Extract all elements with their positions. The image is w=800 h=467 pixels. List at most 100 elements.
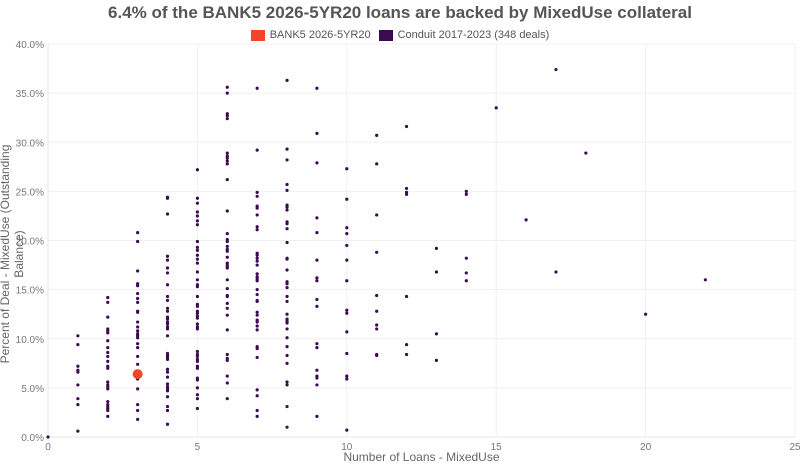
data-point[interactable]	[315, 276, 319, 280]
data-point[interactable]	[225, 306, 229, 310]
data-point[interactable]	[255, 320, 259, 324]
data-point[interactable]	[165, 327, 170, 331]
data-point[interactable]	[195, 366, 199, 370]
data-point[interactable]	[255, 148, 259, 152]
data-point[interactable]	[195, 239, 199, 244]
data-point[interactable]	[255, 263, 259, 267]
data-point[interactable]	[255, 408, 259, 413]
data-point[interactable]	[165, 404, 170, 409]
data-point[interactable]	[165, 334, 170, 338]
data-point[interactable]	[255, 259, 259, 263]
data-point[interactable]	[195, 294, 199, 299]
data-point[interactable]	[315, 383, 319, 387]
data-point[interactable]	[136, 387, 140, 391]
data-point[interactable]	[165, 389, 170, 393]
data-point[interactable]	[106, 350, 110, 355]
data-point[interactable]	[136, 231, 140, 235]
data-point[interactable]	[195, 257, 199, 261]
data-point[interactable]	[225, 162, 229, 166]
data-point[interactable]	[165, 271, 170, 275]
data-point[interactable]	[255, 256, 259, 260]
legend-item-conduit[interactable]: Conduit 2017-2023 (348 deals)	[378, 29, 549, 41]
data-point[interactable]	[703, 278, 707, 282]
data-point[interactable]	[375, 309, 379, 313]
data-point[interactable]	[106, 359, 110, 363]
data-point[interactable]	[285, 257, 289, 261]
data-point[interactable]	[136, 402, 140, 407]
data-point[interactable]	[375, 353, 379, 358]
data-point[interactable]	[255, 288, 259, 292]
data-point[interactable]	[315, 216, 319, 220]
data-point[interactable]	[225, 255, 229, 259]
data-point[interactable]	[225, 244, 229, 248]
data-point[interactable]	[165, 395, 170, 399]
data-point[interactable]	[255, 279, 259, 283]
highlight-point[interactable]	[132, 369, 143, 380]
data-point[interactable]	[195, 248, 199, 252]
data-point[interactable]	[136, 342, 140, 346]
data-point[interactable]	[255, 394, 259, 398]
data-point[interactable]	[285, 240, 289, 245]
data-point[interactable]	[136, 300, 140, 304]
data-point[interactable]	[464, 256, 468, 260]
data-point[interactable]	[285, 404, 289, 409]
data-point[interactable]	[195, 278, 199, 282]
data-point[interactable]	[225, 374, 229, 378]
data-point[interactable]	[345, 374, 349, 378]
data-point[interactable]	[136, 354, 140, 359]
data-point[interactable]	[315, 342, 319, 346]
data-point[interactable]	[136, 310, 140, 314]
data-point[interactable]	[76, 370, 80, 374]
data-point[interactable]	[106, 387, 110, 391]
data-point[interactable]	[285, 268, 289, 272]
data-point[interactable]	[195, 406, 199, 411]
data-point[interactable]	[225, 266, 229, 270]
data-point[interactable]	[225, 294, 229, 299]
data-point[interactable]	[375, 213, 379, 217]
data-point[interactable]	[106, 300, 110, 304]
data-point[interactable]	[195, 253, 199, 257]
data-point[interactable]	[255, 328, 259, 332]
data-point[interactable]	[195, 210, 199, 214]
data-point[interactable]	[285, 205, 289, 209]
data-point[interactable]	[165, 317, 170, 321]
data-point[interactable]	[345, 377, 349, 381]
data-point[interactable]	[106, 331, 110, 335]
data-point[interactable]	[434, 270, 439, 274]
data-point[interactable]	[285, 78, 289, 82]
data-point[interactable]	[345, 243, 349, 248]
data-point[interactable]	[285, 299, 289, 304]
data-point[interactable]	[76, 343, 80, 347]
data-point[interactable]	[285, 380, 289, 384]
data-point[interactable]	[285, 294, 289, 299]
data-point[interactable]	[315, 258, 319, 262]
data-point[interactable]	[195, 201, 199, 205]
data-point[interactable]	[315, 297, 319, 302]
data-point[interactable]	[404, 124, 409, 129]
data-point[interactable]	[106, 315, 110, 319]
data-point[interactable]	[285, 182, 289, 187]
data-point[interactable]	[434, 358, 439, 362]
data-point[interactable]	[165, 294, 170, 299]
data-point[interactable]	[315, 376, 319, 380]
data-point[interactable]	[46, 435, 50, 439]
data-point[interactable]	[165, 382, 170, 386]
data-point[interactable]	[136, 329, 140, 333]
data-point[interactable]	[255, 194, 259, 198]
data-point[interactable]	[136, 408, 140, 413]
data-point[interactable]	[285, 158, 289, 162]
data-point[interactable]	[106, 295, 110, 300]
legend-item-bank5[interactable]: BANK5 2026-5YR20	[250, 29, 371, 41]
data-point[interactable]	[315, 414, 319, 418]
data-point[interactable]	[165, 375, 170, 379]
data-point[interactable]	[76, 334, 80, 338]
data-point[interactable]	[225, 358, 229, 362]
data-point[interactable]	[315, 345, 319, 350]
data-point[interactable]	[225, 381, 229, 385]
data-point[interactable]	[345, 428, 349, 432]
data-point[interactable]	[375, 162, 379, 166]
data-point[interactable]	[106, 414, 110, 418]
data-point[interactable]	[195, 397, 199, 401]
data-point[interactable]	[225, 114, 229, 118]
data-point[interactable]	[165, 357, 170, 361]
